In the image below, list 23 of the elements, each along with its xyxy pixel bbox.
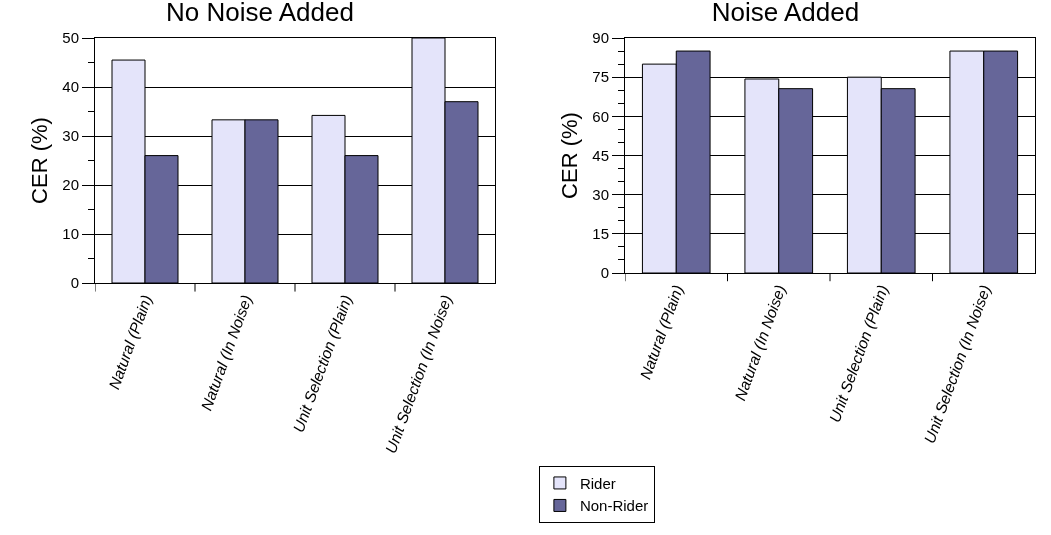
y-tick-label: 90 (592, 29, 609, 47)
y-tick-label: 60 (592, 107, 609, 125)
x-tick-label: Natural (Plain) (636, 282, 687, 382)
legend-label: Non-Rider (579, 497, 649, 515)
y-axis-title: CER (%) (557, 112, 583, 199)
y-tick-label: 20 (62, 176, 79, 194)
y-axis-title: CER (%) (27, 117, 53, 204)
x-tick-label: Natural (In Noise) (197, 292, 256, 413)
y-tick-label: 45 (592, 146, 609, 164)
y-tick-label: 0 (70, 274, 79, 292)
x-tick-label: Natural (Plain) (105, 292, 156, 392)
y-tick-label: 30 (62, 127, 79, 145)
y-tick-label: 75 (592, 68, 609, 86)
y-tick-label: 0 (600, 264, 609, 282)
y-tick-label: 50 (62, 29, 79, 47)
y-tick-label: 40 (62, 78, 79, 96)
y-tick-label: 15 (592, 225, 609, 243)
y-tick-label: 30 (592, 185, 609, 203)
legend-label: Rider (579, 474, 616, 492)
chart-title: No Noise Added (166, 0, 354, 27)
y-tick-label: 10 (62, 225, 79, 243)
x-tick-label: Natural (In Noise) (731, 282, 789, 403)
chart-title: Noise Added (711, 0, 860, 27)
